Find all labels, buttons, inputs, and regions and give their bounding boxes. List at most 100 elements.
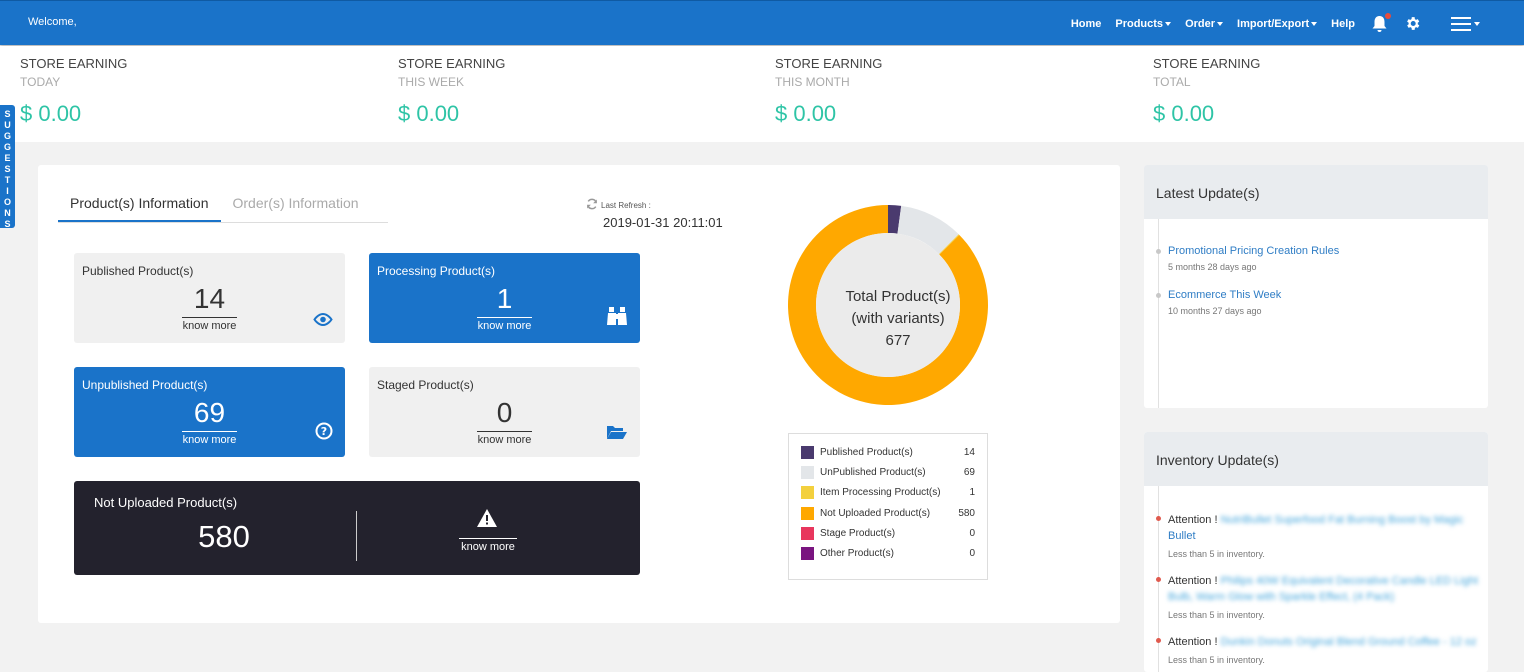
nav-help-label: Help [1331,17,1355,30]
nav-import-export-label: Import/Export [1237,17,1310,30]
legend-label: Other Product(s) [820,548,894,560]
legend-swatch [801,465,814,479]
timeline-dot [1156,249,1161,254]
alert-dot [1156,577,1161,582]
update-item: Promotional Pricing Creation Rules 5 mon… [1156,245,1488,272]
refresh-icon[interactable] [586,198,598,212]
binoculars-icon[interactable] [606,306,628,331]
nav-products-label: Products [1115,17,1164,30]
caret-down-icon [1311,21,1318,26]
suggestions-letter: U [4,120,11,130]
hamburger-menu-icon[interactable] [1451,16,1480,31]
eye-icon[interactable] [313,312,333,331]
tile-count: 14 [193,283,226,314]
folder-open-icon[interactable] [606,424,628,445]
legend-swatch [801,547,814,561]
inventory-item: Attention ! Philips 40W Equivalent Decor… [1156,573,1488,620]
legend-item[interactable]: Stage Product(s) 0 [801,523,975,543]
product-link-continued[interactable]: Bulb, Warm Glow with Sparkle Effect, (4 … [1168,591,1395,603]
earning-amount: $ 0.00 [775,101,837,126]
know-more-link[interactable]: know more [477,431,532,446]
divider [356,511,357,561]
attention-label: Attention ! [1168,514,1218,526]
update-link[interactable]: Ecommerce This Week [1168,289,1282,301]
latest-updates-timeline: Promotional Pricing Creation Rules 5 mon… [1144,219,1488,408]
last-refresh-label: Last Refresh : [601,200,651,210]
nav-help[interactable]: Help [1331,18,1355,30]
update-time: 5 months 28 days ago [1168,262,1257,272]
know-more-link[interactable]: know more [477,317,532,332]
legend-label: Stage Product(s) [820,527,896,539]
know-more-link[interactable]: know more [182,431,237,446]
legend-swatch [801,486,814,500]
nav-home[interactable]: Home [1071,18,1102,30]
legend-label: Published Product(s) [820,446,913,458]
suggestions-letter: I [6,186,9,196]
earning-title: STORE EARNING [20,56,128,71]
nav-home-label: Home [1070,17,1102,30]
product-link[interactable]: Philips 40W Equivalent Decorative Candle… [1220,575,1479,587]
legend-label: Item Processing Product(s) [820,487,941,499]
published-products-tile: Published Product(s) 14 know more [74,253,345,343]
suggestions-letter: G [3,131,11,141]
tab-products-information[interactable]: Product(s) Information [58,187,221,222]
donut-slice-item-processing-product-s[interactable] [938,234,960,255]
product-link[interactable]: NutriBullet Superfood Fat Burning Boost … [1220,514,1464,526]
caret-down-icon [1474,21,1480,26]
legend-value: 14 [963,446,975,458]
top-navbar: Welcome, Home Products Order Import/Expo… [0,0,1524,45]
earning-total: STORE EARNING TOTAL $ 0.00 [1153,56,1260,127]
legend-item[interactable]: Other Product(s) 0 [801,543,975,563]
tile-title: Published Product(s) [82,264,194,278]
donut-total: 677 [885,332,911,349]
tile-count: 69 [193,397,226,428]
alert-dot [1156,638,1161,643]
question-circle-icon[interactable]: ? [315,422,333,445]
donut-slice-unpublished-product-s[interactable] [897,205,959,255]
attention-label: Attention ! [1168,575,1218,587]
know-more-link[interactable]: know more [459,538,517,553]
panel-title: Latest Update(s) [1144,165,1488,219]
tab-orders-information[interactable]: Order(s) Information [232,195,359,211]
nav-products[interactable]: Products [1115,17,1172,30]
donut-label-line2: (with variants) [851,310,945,327]
store-earnings: STORE EARNING TODAY $ 0.00 STORE EARNING… [0,46,1524,142]
earning-title: STORE EARNING [1153,56,1261,71]
welcome-text: Welcome, [28,16,77,28]
inventory-updates-timeline: Attention ! NutriBullet Superfood Fat Bu… [1144,486,1488,672]
gear-icon[interactable] [1404,15,1421,32]
tile-title: Staged Product(s) [377,378,474,392]
know-more-link[interactable]: know more [182,317,237,332]
suggestions-letter: S [4,219,11,229]
not-uploaded-products-tile: Not Uploaded Product(s) 580 know more [74,481,640,575]
tile-count: 580 [198,519,250,554]
suggestions-letter: T [4,175,11,185]
bell-icon[interactable] [1371,12,1391,33]
warning-icon [476,508,498,533]
update-item: Ecommerce This Week 10 months 27 days ag… [1156,289,1488,316]
inventory-item: Attention ! Dunkin Donuts Original Blend… [1156,634,1488,665]
legend-value: 0 [969,548,975,560]
donut-slice-published-product-s[interactable] [888,205,902,234]
legend-value: 69 [963,466,975,478]
inventory-note: Less than 5 in inventory. [1168,655,1265,665]
nav-import-export[interactable]: Import/Export [1237,17,1318,30]
earning-period: TODAY [20,75,61,89]
inventory-note: Less than 5 in inventory. [1168,610,1265,620]
legend-value: 1 [969,487,975,499]
legend-value: 580 [958,507,975,519]
product-link-continued[interactable]: Bullet [1168,530,1196,542]
legend-item[interactable]: UnPublished Product(s) 69 [801,462,975,482]
suggestions-letter: S [4,164,11,174]
legend-item[interactable]: Not Uploaded Product(s) 580 [801,503,975,523]
update-link[interactable]: Promotional Pricing Creation Rules [1168,245,1340,257]
product-link[interactable]: Dunkin Donuts Original Blend Ground Coff… [1220,636,1477,648]
legend-item[interactable]: Item Processing Product(s) 1 [801,483,975,503]
inventory-note: Less than 5 in inventory. [1168,549,1265,559]
nav-order[interactable]: Order [1185,18,1224,30]
legend-item[interactable]: Published Product(s) 14 [801,442,975,462]
panel-title: Inventory Update(s) [1144,432,1488,486]
tile-title: Processing Product(s) [377,264,496,278]
last-refresh-value: 2019-01-31 20:11:01 [603,215,723,230]
